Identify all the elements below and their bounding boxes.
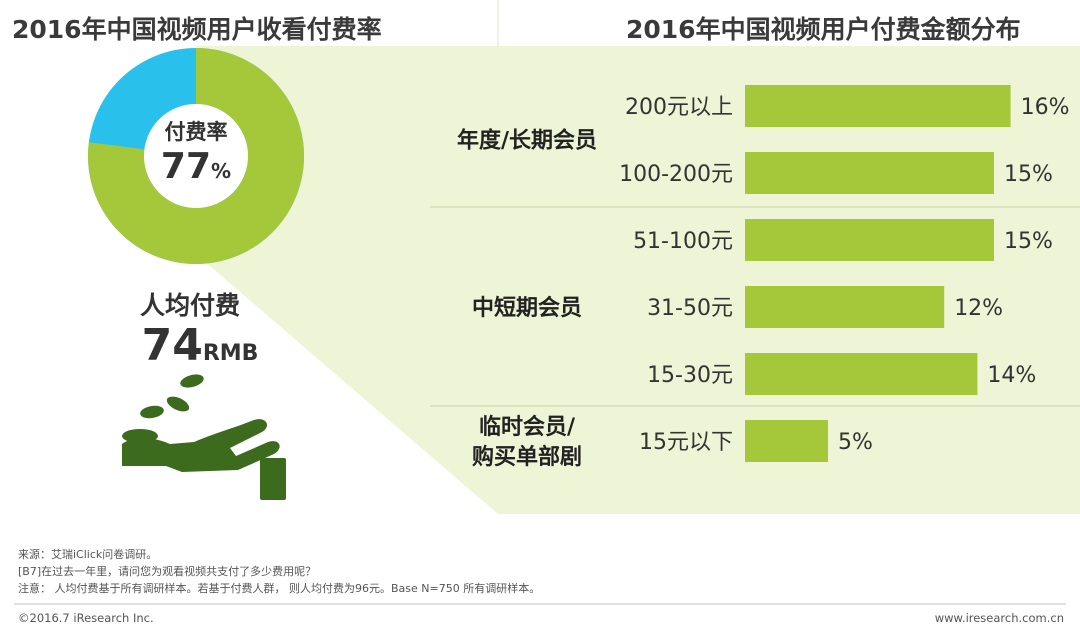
payment-rate-donut [88,48,304,264]
value-label-1: 15% [1004,162,1053,187]
bar-3 [745,286,945,328]
value-label-5: 5% [838,430,873,455]
footer-website: www.iresearch.com.cn [934,611,1064,625]
donut-label: 付费率 [164,120,228,144]
category-label-1: 100-200元 [619,162,733,187]
bar-1 [745,152,994,194]
value-label-0: 16% [1021,95,1070,120]
per-capita-unit: RMB [202,341,259,366]
per-capita-number: 74 [141,320,203,371]
group-label-1-0: 中短期会员 [472,295,582,321]
bar-5 [745,420,828,462]
footer-question: [B7]在过去一年里，请问您为观看视频共支付了多少费用呢？ [18,565,317,578]
bar-0 [745,85,1011,127]
value-label-3: 12% [954,296,1003,321]
donut-value-unit: % [211,159,232,183]
left-title: 2016年中国视频用户收看付费率 [12,15,382,44]
footer-copyright: ©2016.7 iResearch Inc. [18,611,154,625]
category-label-3: 31-50元 [647,296,733,321]
hand-coins-icon [122,374,286,500]
group-label-0-0: 年度/长期会员 [457,128,597,154]
footer-note: 注意： 人均付费基于所有调研样本。若基于付费人群， 则人均付费为96元。Base… [18,582,541,595]
category-label-0: 200元以上 [625,95,733,120]
category-label-4: 15-30元 [647,363,733,388]
per-capita-value: 74RMB [100,320,300,371]
donut-center [144,104,248,208]
bar-4 [745,353,978,395]
category-label-2: 51-100元 [633,229,733,254]
bar-2 [745,219,994,261]
right-title: 2016年中国视频用户付费金额分布 [626,15,1021,44]
group-label-2-1: 购买单部剧 [472,444,582,470]
donut-paid-segment [88,48,304,264]
per-capita-label: 人均付费 [139,291,240,320]
value-label-2: 15% [1004,229,1053,254]
category-label-5: 15元以下 [639,430,733,455]
group-label-2-0: 临时会员/ [479,414,576,440]
footer-source: 来源：艾瑞iClick问卷调研。 [18,548,158,561]
donut-value: 77% [136,146,256,187]
value-label-4: 14% [987,363,1036,388]
donut-value-number: 77 [160,146,212,187]
